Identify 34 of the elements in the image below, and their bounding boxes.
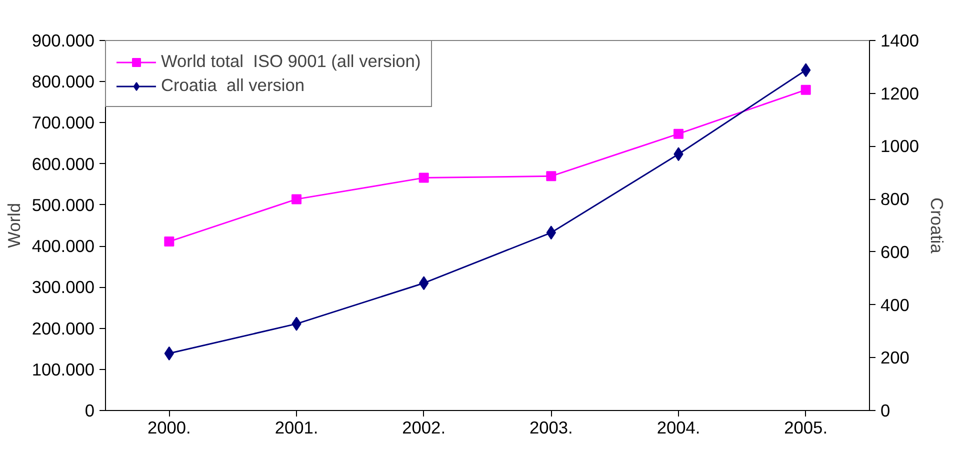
y-axis-title: World (4, 203, 24, 248)
y-tick-label: 300.000 (32, 277, 95, 298)
y2-tick-label: 200 (880, 348, 910, 368)
x-tick-label: 2004. (656, 418, 700, 438)
y2-tick-label: 0 (880, 400, 890, 420)
legend-label: World total ISO 9001 (all version) (161, 51, 421, 72)
point (418, 172, 429, 183)
x-tick-label: 2003. (529, 418, 573, 438)
y2-tick-label: 400 (880, 294, 910, 315)
legend-label: Croatia all version (161, 75, 306, 96)
y-tick-label: 600.000 (32, 154, 95, 174)
y2-tick-label: 600 (880, 242, 910, 262)
point (800, 84, 811, 95)
y-tick-label: 500.000 (32, 194, 95, 215)
y2-tick-label: 1000 (880, 136, 920, 156)
y-tick-label: 100.000 (32, 359, 95, 380)
y2-axis-title: Croatia (927, 198, 948, 254)
point (546, 171, 556, 182)
y-tick-label: 400.000 (32, 236, 95, 256)
y-tick-label: 0 (84, 400, 95, 420)
point (292, 194, 302, 204)
y2-tick-label: 800 (880, 189, 910, 210)
x-tick-label: 2000. (147, 418, 191, 438)
x-tick-label: 2002. (402, 418, 446, 438)
y-tick-label: 800.000 (32, 72, 95, 92)
y-tick-label: 700.000 (32, 112, 95, 133)
y2-tick-label: 1400 (880, 30, 920, 50)
y-tick-label: 900.000 (32, 30, 95, 50)
x-tick-label: 2005. (784, 418, 828, 438)
point (164, 236, 174, 247)
y-tick-label: 200.000 (32, 318, 95, 338)
point (674, 128, 684, 139)
x-tick-label: 2001. (274, 418, 318, 438)
y2-tick-label: 1200 (880, 83, 920, 104)
